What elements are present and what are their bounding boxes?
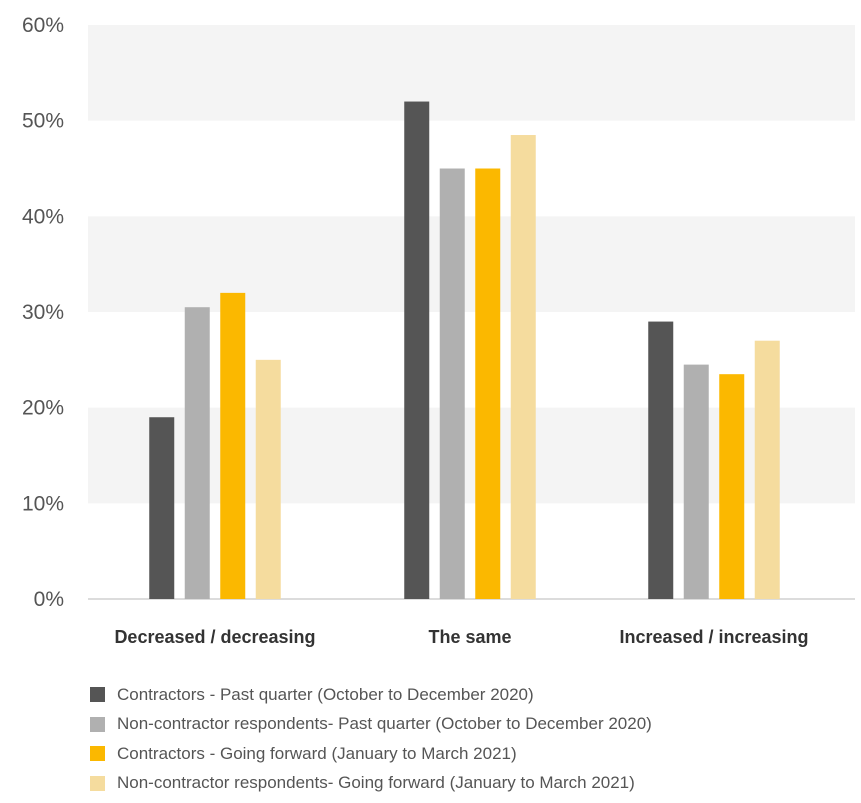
- legend: Contractors - Past quarter (October to D…: [90, 680, 652, 798]
- y-axis: 0% 10% 20% 30% 40% 50% 60%: [22, 14, 64, 611]
- bar: [439, 168, 465, 599]
- legend-item: Non-contractor respondents- Past quarter…: [90, 710, 652, 739]
- legend-label: Non-contractor respondents- Past quarter…: [117, 714, 652, 733]
- grid-band: [88, 25, 855, 121]
- bar-chart: 0% 10% 20% 30% 40% 50% 60% Decreased / decreas…: [22, 14, 855, 647]
- legend-swatch: [90, 687, 105, 702]
- legend-item: Contractors - Going forward (January to …: [90, 739, 652, 768]
- legend-label: Non-contractor respondents- Going forwar…: [117, 773, 635, 792]
- bar: [404, 101, 430, 600]
- y-tick-label: 30%: [22, 301, 64, 324]
- bar: [475, 168, 501, 599]
- legend-swatch: [90, 716, 105, 732]
- y-tick-label: 40%: [22, 205, 64, 228]
- x-axis: Decreased / decreasing The same Increased …: [114, 627, 808, 647]
- y-tick-label: 10%: [22, 492, 64, 515]
- y-tick-label: 0%: [34, 588, 64, 611]
- bar: [510, 135, 536, 599]
- x-category-label: Decreased / decreasing: [114, 627, 315, 647]
- bar: [719, 374, 745, 599]
- y-tick-label: 60%: [22, 14, 64, 37]
- bar: [648, 321, 674, 599]
- bars: [149, 101, 780, 600]
- legend-swatch: [90, 746, 105, 761]
- legend-label: Contractors - Past quarter (October to D…: [117, 684, 534, 704]
- legend-item: Non-contractor respondents- Going forwar…: [90, 769, 652, 798]
- bar: [220, 292, 246, 599]
- bar: [683, 364, 709, 599]
- bar: [754, 340, 780, 599]
- x-category-label: The same: [428, 627, 511, 647]
- legend-swatch: [90, 775, 105, 791]
- legend-label: Contractors - Going forward (January to …: [117, 743, 517, 763]
- bar: [184, 307, 210, 599]
- bar: [255, 359, 281, 599]
- bar: [149, 417, 175, 599]
- y-tick-label: 20%: [22, 397, 64, 420]
- x-category-label: Increased / increasing: [619, 627, 808, 647]
- grid-band: [88, 216, 855, 312]
- legend-item: Contractors - Past quarter (October to D…: [90, 680, 652, 709]
- y-tick-label: 50%: [22, 110, 64, 133]
